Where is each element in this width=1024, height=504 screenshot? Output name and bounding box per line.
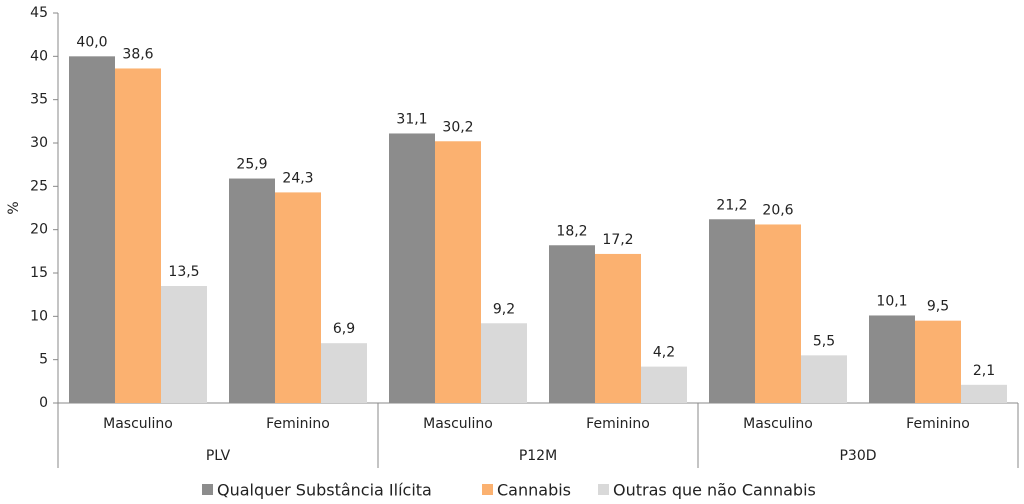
value-label: 38,6 [122, 46, 153, 62]
value-label: 4,2 [653, 345, 675, 361]
bar [641, 366, 687, 403]
y-axis-label: % [6, 201, 22, 214]
value-label: 31,1 [396, 111, 427, 127]
value-label: 5,5 [813, 333, 835, 349]
bar [321, 343, 367, 403]
x-tick-label: Feminino [906, 416, 970, 432]
y-tick-label: 45 [30, 5, 48, 21]
x-tick-label: Feminino [586, 416, 650, 432]
bar [549, 245, 595, 403]
x-tick-label: Feminino [266, 416, 330, 432]
bar [801, 355, 847, 403]
legend-swatch [202, 484, 213, 495]
bar [869, 315, 915, 403]
y-tick-label: 30 [30, 135, 48, 151]
y-tick-label: 40 [30, 48, 48, 64]
x-tick-label: Masculino [743, 416, 813, 432]
legend-label: Qualquer Substância Ilícita [217, 481, 432, 500]
bar [229, 178, 275, 403]
bar [915, 320, 961, 403]
value-label: 24,3 [282, 170, 313, 186]
y-tick-label: 35 [30, 92, 48, 108]
value-label: 9,2 [493, 301, 515, 317]
bar [481, 323, 527, 403]
value-label: 21,2 [716, 197, 747, 213]
value-label: 17,2 [602, 232, 633, 248]
legend-swatch [598, 484, 609, 495]
x-tick-label: Masculino [103, 416, 173, 432]
legend-label: Cannabis [497, 481, 571, 500]
bar [961, 384, 1007, 403]
value-label: 18,2 [556, 223, 587, 239]
y-tick-label: 5 [39, 352, 48, 368]
legend-label: Outras que não Cannabis [613, 481, 816, 500]
value-label: 20,6 [762, 202, 793, 218]
x-tick-label: Masculino [423, 416, 493, 432]
legend-swatch [482, 484, 493, 495]
value-label: 30,2 [442, 119, 473, 135]
y-tick-label: 0 [39, 395, 48, 411]
y-tick-label: 10 [30, 308, 48, 324]
value-label: 13,5 [168, 264, 199, 280]
bar [115, 68, 161, 403]
bar [389, 133, 435, 403]
value-label: 9,5 [927, 299, 949, 315]
bar [595, 253, 641, 403]
group-label: PLV [206, 448, 231, 464]
bar [755, 224, 801, 403]
y-tick-label: 25 [30, 178, 48, 194]
bar [709, 219, 755, 403]
group-label: P30D [839, 448, 876, 464]
bar [69, 56, 115, 403]
group-label: P12M [519, 448, 557, 464]
value-label: 25,9 [236, 157, 267, 173]
bar [161, 286, 207, 403]
y-tick-label: 20 [30, 222, 48, 238]
value-label: 2,1 [973, 363, 995, 379]
value-label: 6,9 [333, 321, 355, 337]
bar [435, 141, 481, 403]
bar [275, 192, 321, 403]
value-label: 10,1 [876, 293, 907, 309]
value-label: 40,0 [76, 34, 107, 50]
y-tick-label: 15 [30, 265, 48, 281]
